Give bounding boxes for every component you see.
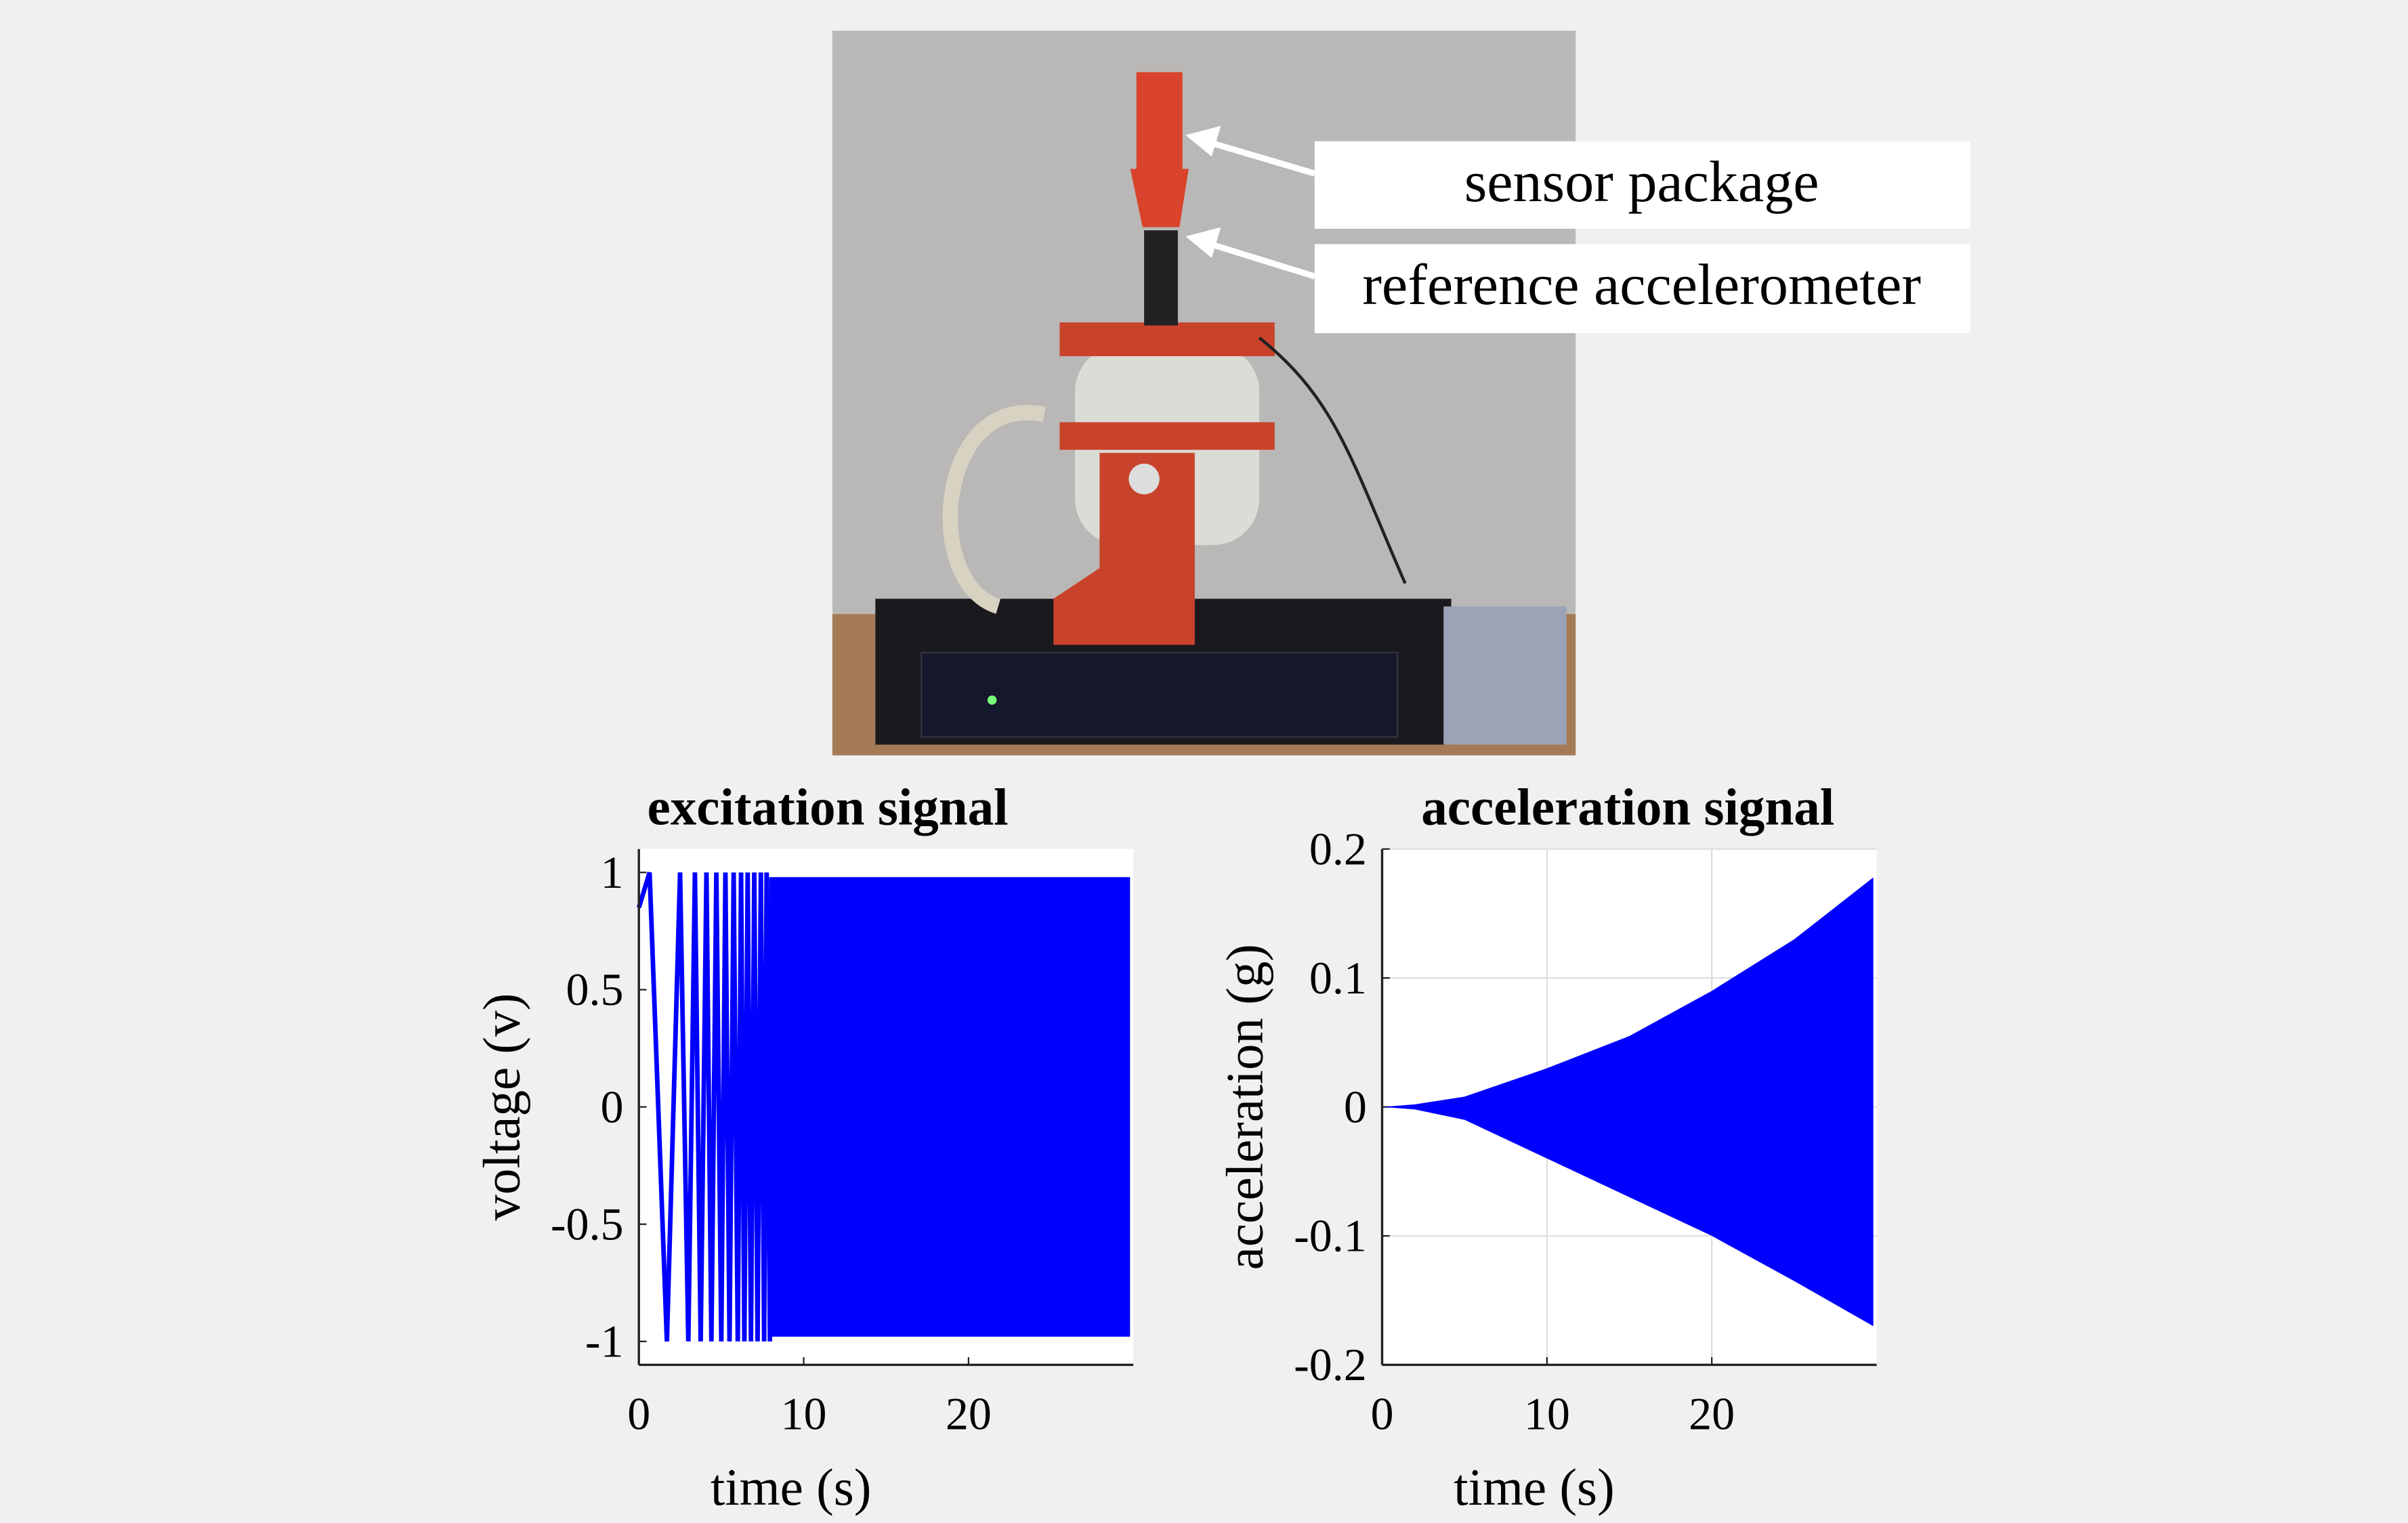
y-tick-label: 0 [601,1081,624,1132]
arrowhead [1185,125,1221,157]
x-tick-label: 20 [946,1388,992,1440]
signal-envelope [769,877,1131,1337]
sensor-package [1136,72,1183,172]
x-tick-label: 20 [1689,1388,1735,1440]
y-tick-label: -0.2 [1294,1339,1367,1390]
signal-line [636,872,773,1342]
y-tick-label: 0.5 [566,964,624,1015]
x-tick-label: 10 [781,1388,827,1440]
mount [1130,169,1189,228]
y-tick-label: -0.1 [1294,1210,1367,1262]
y-tick-label: 0 [1344,1081,1367,1132]
arrow [1204,138,1316,177]
y-tick-label: -0.5 [551,1198,624,1249]
wire [1258,337,1407,584]
label-box [1314,244,1970,333]
y-axis-label: acceleration (g) [1216,944,1274,1270]
label-box [1314,141,1970,229]
led [987,695,997,705]
chart-title: excitation signal [647,777,1008,836]
x-tick-label: 0 [1370,1388,1393,1440]
y-tick-label: 1 [601,846,624,898]
reference-accelerometer [1144,230,1178,326]
y-tick-label: -1 [585,1316,624,1367]
shaker-top [1059,322,1275,356]
chart-title: acceleration signal [1421,777,1834,836]
y-tick-label: 0.2 [1309,823,1367,874]
callouts: sensor package reference accelerometer [1185,125,1970,333]
shaker-ring [1059,422,1275,450]
cable [942,405,1047,614]
x-tick-label: 0 [627,1388,650,1440]
bolt [1128,463,1160,495]
x-axis-label: time (s) [711,1458,872,1516]
daq [1443,606,1567,745]
y-tick-label: 0.1 [1309,952,1367,1004]
annotation: sensor package [1464,149,1819,214]
y-axis-label: voltage (v) [472,993,530,1221]
x-tick-label: 10 [1524,1388,1570,1440]
amplifier-panel [921,651,1399,738]
x-axis-label: time (s) [1454,1458,1615,1516]
trunnion [1053,452,1195,645]
arrowhead [1185,227,1221,258]
signal-envelope [1382,877,1874,1327]
arrow [1204,239,1316,280]
annotation: reference accelerometer [1362,252,1921,317]
